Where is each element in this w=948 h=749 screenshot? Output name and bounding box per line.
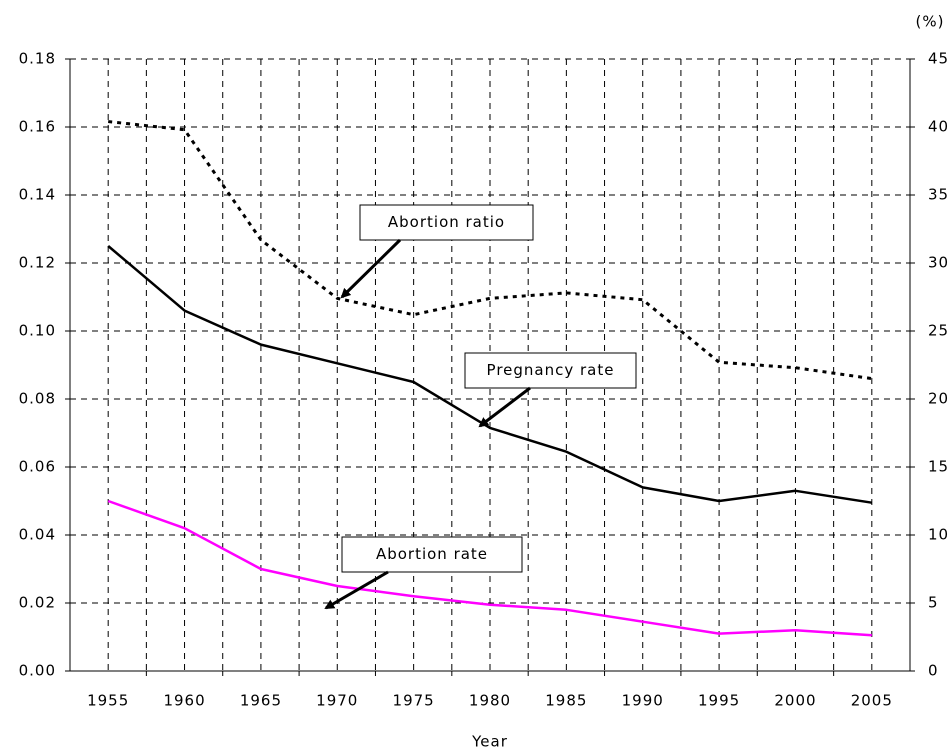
y-tick-label: 0.00 — [19, 662, 56, 680]
annotation-arrow — [324, 570, 389, 610]
y2-tick-label: 20 — [928, 390, 948, 408]
y2-tick-label: 15 — [928, 458, 948, 476]
y-tick-label: 0.02 — [19, 594, 56, 612]
y2-tick-label: 0 — [928, 662, 939, 680]
annotation: Abortion rate — [376, 545, 488, 563]
x-tick-label: 1970 — [316, 692, 358, 710]
annotation: Pregnancy rate — [487, 361, 615, 379]
y2-tick-label: 45 — [928, 50, 948, 68]
y-tick-label: 0.08 — [19, 390, 56, 408]
y-tick-label: 0.14 — [19, 186, 56, 204]
series-line — [108, 120, 873, 381]
annotation-box — [359, 204, 534, 241]
y2-tick-label: 10 — [928, 526, 948, 544]
x-tick-label: 1975 — [393, 692, 435, 710]
x-tick-label: 1985 — [545, 692, 587, 710]
y2-axis-label: (%) — [916, 13, 945, 31]
series-line — [107, 499, 872, 637]
y-tick-label: 0.10 — [19, 322, 56, 340]
y2-tick-label: 40 — [928, 118, 948, 136]
y-tick-label: 0.16 — [19, 118, 56, 136]
x-tick-label: 1955 — [87, 692, 129, 710]
y-tick-label: 0.06 — [19, 458, 56, 476]
annotation-arrow — [478, 386, 531, 428]
x-axis-label: Year — [471, 733, 508, 749]
x-tick-label: 1995 — [698, 692, 740, 710]
x-tick-label: 1990 — [622, 692, 664, 710]
annotation-box — [464, 352, 637, 389]
series-line — [107, 245, 873, 504]
y2-tick-label: 30 — [928, 254, 948, 272]
y-tick-label: 0.04 — [19, 526, 56, 544]
x-tick-label: 2000 — [774, 692, 816, 710]
annotation-arrow — [340, 238, 402, 299]
x-tick-label: 2005 — [851, 692, 893, 710]
annotation: Abortion ratio — [388, 213, 505, 231]
x-tick-label: 1960 — [163, 692, 205, 710]
x-tick-label: 1980 — [469, 692, 511, 710]
y2-tick-label: 35 — [928, 186, 948, 204]
annotation-box — [341, 536, 523, 573]
y2-tick-label: 5 — [928, 594, 939, 612]
y-tick-label: 0.18 — [19, 50, 56, 68]
y2-tick-label: 25 — [928, 322, 948, 340]
y-tick-label: 0.12 — [19, 254, 56, 272]
x-tick-label: 1965 — [240, 692, 282, 710]
